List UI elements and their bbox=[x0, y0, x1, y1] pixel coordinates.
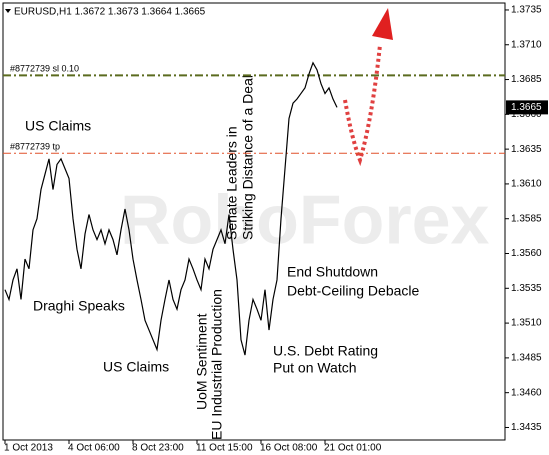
y-tick-label: 1.3635 bbox=[511, 144, 542, 155]
order-level-label: #8772739 sl 0.10 bbox=[10, 64, 79, 74]
plot-frame bbox=[2, 2, 506, 441]
y-tick-label: 1.3485 bbox=[511, 353, 542, 364]
y-tick-label: 1.3735 bbox=[511, 5, 542, 16]
x-tick-label: 16 Oct 08:00 bbox=[260, 443, 318, 454]
y-tick-label: 1.3685 bbox=[511, 74, 542, 85]
y-tick-label: 1.3610 bbox=[511, 179, 542, 190]
x-tick-label: 4 Oct 06:00 bbox=[68, 443, 120, 454]
x-tick-label: 11 Oct 15:00 bbox=[196, 443, 253, 454]
annotation: Striking Distance of a Deal bbox=[240, 75, 256, 240]
y-tick-label: 1.3660 bbox=[511, 109, 542, 120]
annotation: EU Industrial Production bbox=[209, 289, 225, 440]
y-tick-label: 1.3460 bbox=[511, 387, 542, 398]
y-tick-label: 1.3560 bbox=[511, 248, 542, 259]
y-tick-label: 1.3710 bbox=[511, 39, 542, 50]
forecast-arrow bbox=[343, 44, 382, 167]
annotation: Put on Watch bbox=[273, 360, 357, 376]
annotation: US Claims bbox=[25, 118, 91, 134]
annotation: Draghi Speaks bbox=[33, 298, 125, 314]
watermark: RoboForex bbox=[120, 180, 490, 258]
price-line bbox=[4, 61, 338, 356]
annotation: Senate Leaders in bbox=[224, 126, 240, 240]
title-icon bbox=[5, 9, 11, 13]
last-price-label: 1.3665 bbox=[511, 102, 542, 113]
x-tick-label: 21 Oct 01:00 bbox=[324, 443, 382, 454]
y-tick-label: 1.3435 bbox=[511, 422, 542, 433]
order-level-label: #8772739 tp bbox=[10, 142, 60, 152]
chart-title: EURUSD,H1 1.3672 1.3673 1.3664 1.3665 bbox=[14, 7, 206, 18]
y-tick-label: 1.3585 bbox=[511, 213, 542, 224]
x-tick-label: 8 Oct 23:00 bbox=[132, 443, 184, 454]
forecast-arrowhead bbox=[372, 8, 393, 40]
annotation: U.S. Debt Rating bbox=[273, 343, 378, 359]
x-tick-label: 1 Oct 2013 bbox=[4, 443, 53, 454]
y-tick-label: 1.3535 bbox=[511, 283, 542, 294]
y-tick-label: 1.3510 bbox=[511, 318, 542, 329]
annotation: UoM Sentiment bbox=[194, 313, 210, 410]
annotation: Debt-Ceiling Debacle bbox=[287, 283, 420, 299]
annotation: End Shutdown bbox=[287, 264, 378, 280]
annotation: US Claims bbox=[103, 359, 169, 375]
last-price-box bbox=[506, 100, 548, 115]
